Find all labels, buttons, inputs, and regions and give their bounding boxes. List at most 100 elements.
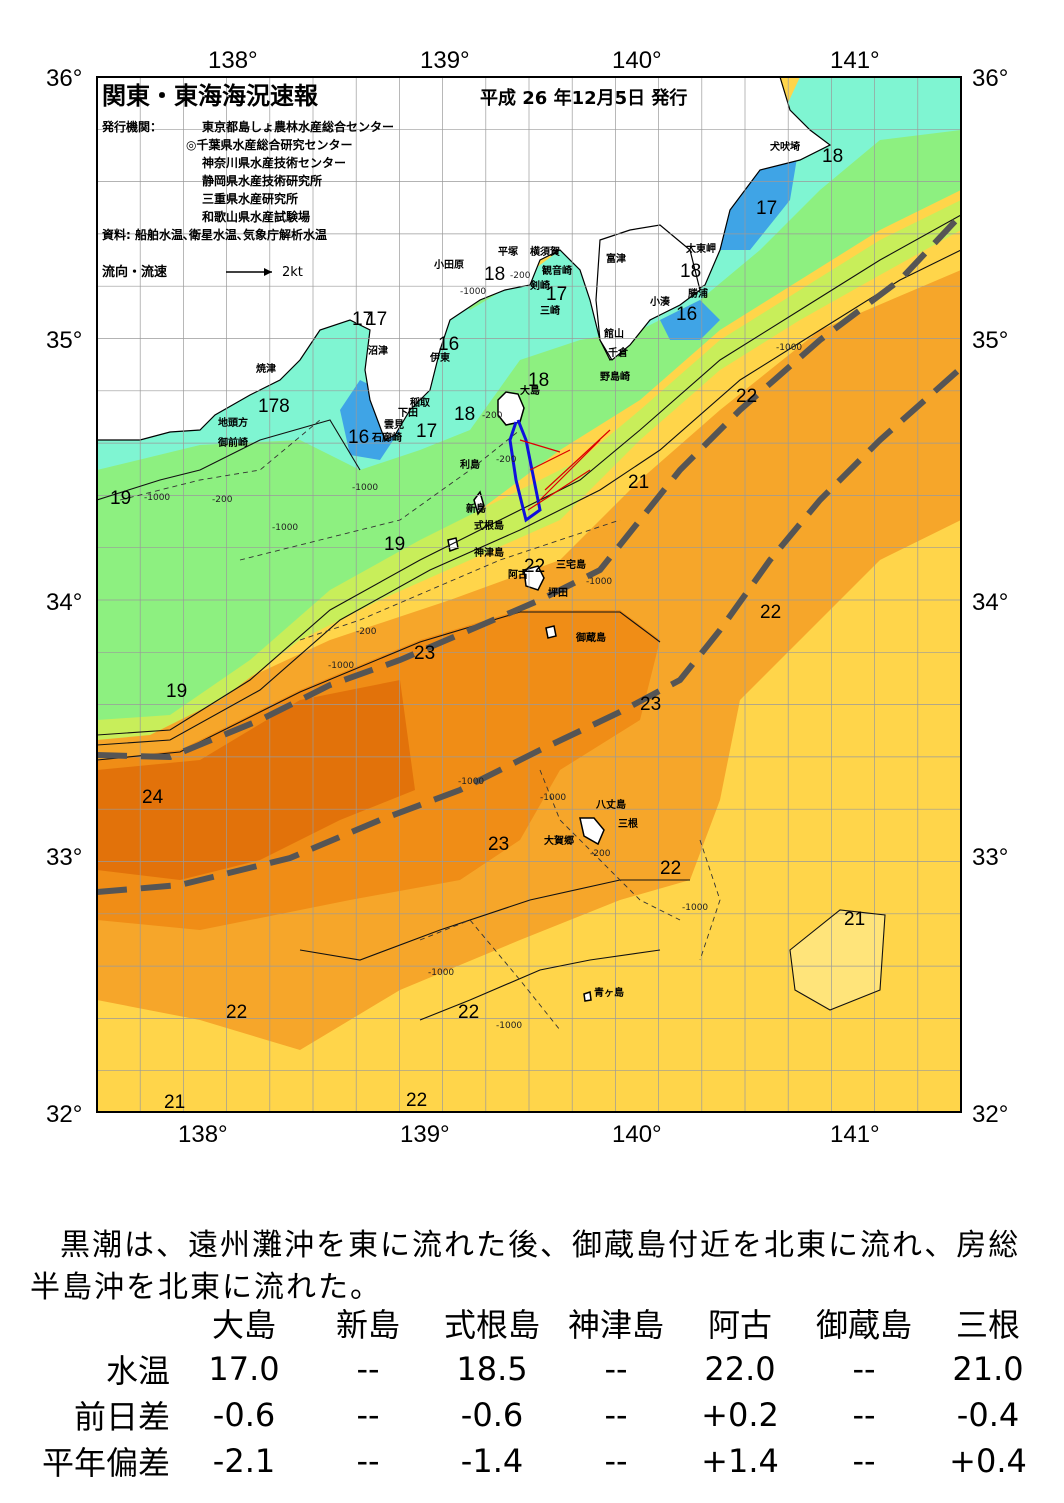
place-label: 平塚 [498, 245, 518, 258]
map-header: 関東・東海海況速報 平成 26 年12月5日 発行 発行機関： 東京都島しょ農林… [101, 82, 687, 280]
depth-label: -1000 [682, 903, 708, 913]
place-label: 御前崎 [217, 436, 248, 449]
temp-label: 19 [384, 534, 405, 555]
place-label: 小湊 [649, 295, 671, 308]
column-header: 阿古 [707, 1306, 772, 1344]
column-header: 新島 [335, 1306, 400, 1344]
depth-label: -200 [590, 849, 611, 859]
table-corner [20, 1300, 182, 1346]
flow-legend-label: 流向・流速 [102, 264, 167, 280]
island-aogashima [583, 990, 592, 1002]
table-cell: -0.6 [460, 1396, 524, 1434]
place-labels: 犬吠埼 太東岬 勝浦 小湊 平塚 横須賀 小田原 観音崎 剣崎 三崎 富津 館山… [217, 140, 800, 999]
column-header: 大島 [211, 1306, 276, 1344]
table-cell: +0.4 [949, 1442, 1027, 1480]
table-cell: -- [356, 1350, 380, 1388]
table-row: 水温 17.0 -- 18.5 -- 22.0 -- 21.0 [20, 1346, 1050, 1392]
table-cell: -- [852, 1350, 876, 1388]
issuer-label: 発行機関： [101, 119, 162, 134]
place-label: 青ヶ島 [594, 986, 624, 999]
description-text: 黒潮は、遠州灘沖を東に流れた後、御蔵島付近を北東に流れ、房総半島沖を北東に流れた… [30, 1228, 1021, 1305]
depth-label: -200 [510, 271, 531, 281]
kuroshio-axis [97, 212, 961, 895]
place-label: 大島 [520, 384, 540, 397]
place-label: 御蔵島 [575, 631, 606, 644]
lat-label-right-32: 32° [972, 1101, 1008, 1128]
temp-label: 21 [844, 909, 865, 930]
temp-label: 23 [488, 834, 509, 855]
place-label: 野島崎 [600, 370, 630, 383]
temp-label: 17 [352, 309, 373, 330]
lat-label-right-35: 35° [972, 327, 1008, 354]
row-label: 前日差 [73, 1398, 170, 1436]
land-honshu [97, 77, 832, 441]
table-cell: +1.4 [701, 1442, 779, 1480]
place-label: 大賀郷 [544, 834, 574, 847]
table-cell: -- [356, 1442, 380, 1480]
depth-label: -1000 [460, 287, 486, 297]
place-label: 坪田 [548, 586, 568, 599]
place-label: 千倉 [608, 346, 629, 359]
lat-label-left-34: 34° [46, 589, 82, 616]
table-cell: -0.6 [212, 1396, 276, 1434]
place-label: 三根 [618, 817, 638, 830]
temp-label: 21 [628, 472, 649, 493]
temp-label: 18 [822, 146, 843, 167]
depth-label: -1000 [428, 968, 454, 978]
temp-label: 19 [166, 681, 187, 702]
place-label: 観音崎 [542, 264, 572, 277]
lon-label-bottom-141: 141° [830, 1121, 880, 1148]
station-table: 大島 新島 式根島 神津島 阿古 御蔵島 三根 水温 17.0 -- 18.5 … [20, 1300, 1050, 1484]
place-label: 利島 [460, 458, 480, 471]
place-label: 伊東 [429, 351, 450, 364]
depth-label: -200 [212, 495, 233, 505]
issuer-6: 和歌山県水産試験場 [201, 209, 310, 224]
issuer-4: 静岡県水産技術研究所 [202, 173, 322, 188]
island-hachijo [579, 817, 605, 846]
temp-label: 16 [438, 334, 459, 355]
lat-label-right-33: 33° [972, 844, 1008, 871]
depth-label: -200 [356, 627, 377, 637]
flow-legend-arrowhead [264, 268, 272, 276]
issue-date: 平成 26 年12月5日 発行 [480, 87, 687, 109]
lon-label-top-140: 140° [612, 47, 662, 74]
temperature-labels: 18 17 18 18 17 16 17 17 16 178 18 16 17 … [110, 146, 865, 1113]
row-label: 水温 [105, 1352, 170, 1390]
lon-label-top-139: 139° [420, 47, 470, 74]
temp-label: 17 [366, 309, 387, 330]
temp-label: 22 [660, 858, 681, 879]
temp-label: 18 [680, 261, 701, 282]
place-label: 太東岬 [685, 242, 716, 255]
lat-label-right-34: 34° [972, 589, 1008, 616]
place-label: 下田 [398, 407, 418, 419]
table-row: 前日差 -0.6 -- -0.6 -- +0.2 -- -0.4 [20, 1392, 1050, 1438]
kuroshio-description: 黒潮は、遠州灘沖を東に流れた後、御蔵島付近を北東に流れ、房総半島沖を北東に流れた… [30, 1225, 1030, 1309]
table-cell: -- [852, 1442, 876, 1480]
column-header: 御蔵島 [815, 1306, 912, 1344]
temp-label: 17 [756, 198, 777, 219]
temp-label: 18 [528, 370, 549, 391]
map-title: 関東・東海海況速報 [102, 82, 319, 110]
table-cell: -1.4 [460, 1442, 524, 1480]
depth-contours [119, 419, 721, 1031]
table-cell: 17.0 [208, 1350, 280, 1388]
depth-label: -1000 [328, 661, 354, 671]
lat-label-left-36: 36° [46, 65, 82, 92]
table-cell: -- [356, 1396, 380, 1434]
place-label: 館山 [603, 327, 624, 340]
table-row: 平年偏差 -2.1 -- -1.4 -- +1.4 -- +0.4 [20, 1438, 1050, 1484]
issuer-3: 神奈川県水産技術センター [202, 155, 346, 170]
table-cell: 18.5 [456, 1350, 528, 1388]
temp-label: 24 [142, 787, 164, 808]
column-header: 神津島 [567, 1306, 664, 1344]
depth-label: -1000 [776, 343, 802, 353]
depth-label: -200 [496, 455, 517, 465]
axis-labels: 138° 139° 140° 141° 138° 139° 140° 141° … [46, 47, 1008, 1148]
island-niijima [473, 490, 485, 516]
temp-label: 22 [760, 602, 781, 623]
place-label: 横須賀 [530, 245, 560, 258]
place-label: 小田原 [433, 258, 464, 271]
place-label: 阿古 [508, 568, 528, 581]
temp-label: 178 [258, 396, 290, 417]
temp-label: 23 [640, 694, 661, 715]
